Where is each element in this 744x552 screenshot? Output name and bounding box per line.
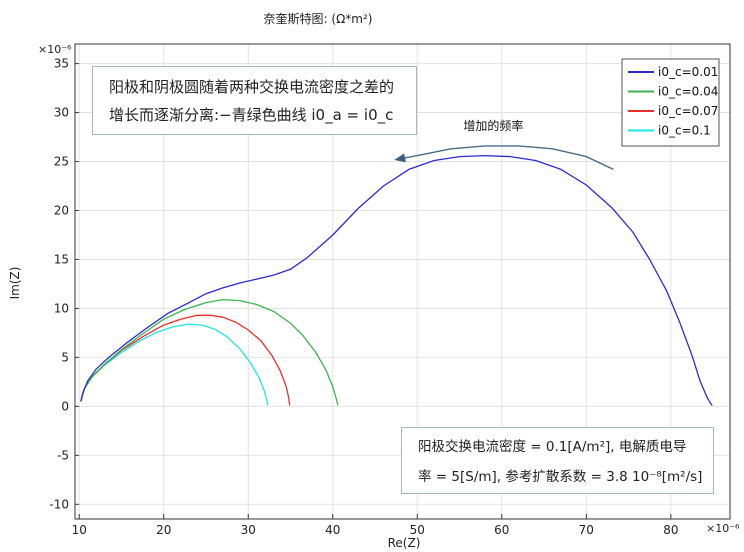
- series-line-0: [80, 154, 713, 406]
- y-axis-label: Im(Z): [8, 267, 22, 300]
- chart-title: 奈奎斯特图: (Ω*m²): [264, 11, 373, 26]
- frequency-arrow: 增加的频率: [394, 118, 614, 171]
- y-tick-label: 35: [54, 57, 69, 71]
- annotation-line-2: 增长而逐渐分离:−青绿色曲线 i0_a = i0_c: [109, 106, 394, 124]
- y-tick-label: -10: [49, 497, 69, 511]
- x-tick-label: 80: [663, 523, 678, 537]
- y-tick-labels: -10 -5 0 5 10 15 20 25 30 35: [49, 57, 69, 512]
- x-tick-labels: 10 20 30 40 50 60 70 80: [72, 523, 679, 537]
- x-tick-label: 20: [156, 523, 171, 537]
- y-tick-label: 0: [61, 399, 69, 413]
- annotation-parameters-note: 阳极交换电流密度 = 0.1[A/m²], 电解质电导 率 = 5[S/m], …: [401, 427, 714, 494]
- x-tick-label: 50: [410, 523, 425, 537]
- arrow-label: 增加的频率: [463, 118, 523, 133]
- y-tick-label: -5: [57, 448, 69, 462]
- y-tick-label: 30: [54, 106, 69, 120]
- x-tick-label: 10: [72, 523, 87, 537]
- series-line-3: [80, 323, 269, 406]
- series-layer: [80, 154, 713, 406]
- x-tick-label: 60: [494, 523, 509, 537]
- legend-label-0: i0_c=0.01: [658, 65, 718, 79]
- legend-label-1: i0_c=0.04: [658, 85, 718, 99]
- y-tick-label: 5: [61, 350, 69, 364]
- x-tick-label: 70: [579, 523, 594, 537]
- y-tick-label: 10: [54, 301, 69, 315]
- plot-frame: [74, 43, 731, 520]
- y-tick-label: 15: [54, 252, 69, 266]
- y-exponent: ×10⁻⁶: [38, 43, 72, 56]
- x-axis-label: Re(Z): [388, 536, 421, 550]
- legend: i0_c=0.01 i0_c=0.04 i0_c=0.07 i0_c=0.1: [621, 58, 720, 147]
- annotation-line-1: 阳极交换电流密度 = 0.1[A/m²], 电解质电导: [418, 439, 687, 455]
- annotation-separation-note: 阳极和阴极圆随着两种交换电流密度之差的 增长而逐渐分离:−青绿色曲线 i0_a …: [92, 66, 417, 135]
- y-tick-label: 20: [54, 203, 69, 217]
- x-tick-label: 30: [241, 523, 256, 537]
- legend-label-3: i0_c=0.1: [658, 124, 711, 138]
- x-exponent: ×10⁻⁶: [706, 522, 740, 535]
- arrow-curve: [396, 145, 614, 171]
- series-line-2: [80, 314, 291, 406]
- y-tick-label: 25: [54, 155, 69, 169]
- arrow-head: [394, 153, 406, 163]
- annotation-line-1: 阳极和阴极圆随着两种交换电流密度之差的: [109, 78, 395, 96]
- series-line-1: [80, 298, 339, 406]
- annotation-line-2: 率 = 5[S/m], 参考扩散系数 = 3.8 10⁻⁸[m²/s]: [418, 469, 703, 485]
- legend-label-2: i0_c=0.07: [658, 104, 718, 118]
- x-tick-label: 40: [325, 523, 340, 537]
